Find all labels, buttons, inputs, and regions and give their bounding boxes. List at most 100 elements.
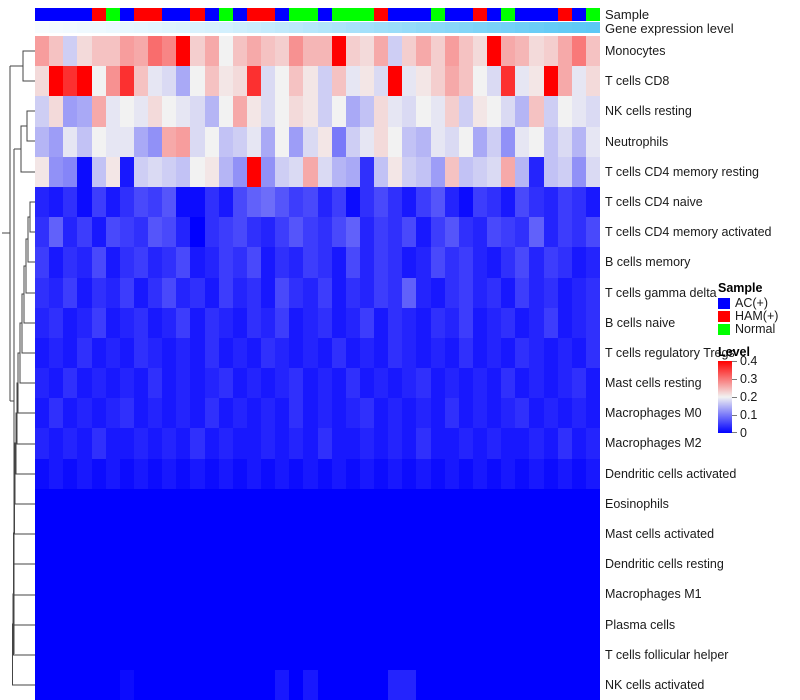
heatmap-row [35, 368, 600, 399]
heatmap-cell [105, 307, 120, 338]
row-label: Mast cells resting [605, 376, 702, 391]
heatmap-cell [190, 428, 205, 459]
heatmap-cell [359, 96, 374, 127]
heatmap-cell [501, 217, 516, 248]
sample-annotation-cell [148, 8, 163, 21]
heatmap-cell [303, 96, 318, 127]
heatmap-cell [487, 609, 502, 640]
heatmap-cell [261, 247, 276, 278]
heatmap-cell [218, 609, 233, 640]
sample-legend-item[interactable]: AC(+) [718, 297, 800, 310]
heatmap-cell [105, 368, 120, 399]
heatmap-cell [331, 639, 346, 670]
heatmap-cell [119, 669, 134, 700]
heatmap-cell [515, 96, 530, 127]
sample-annotation-cell [430, 8, 445, 21]
heatmap-cell [232, 428, 247, 459]
heatmap-row [35, 277, 600, 308]
gene-expression-annotation-cell [501, 22, 516, 33]
heatmap-cell [430, 639, 445, 670]
heatmap-cell [232, 368, 247, 399]
heatmap-cell [359, 639, 374, 670]
heatmap-cell [63, 337, 78, 369]
heatmap-cell [218, 519, 233, 550]
heatmap-cell [515, 488, 530, 519]
heatmap-cell [232, 156, 247, 187]
heatmap-cell [119, 277, 134, 308]
heatmap-cell [571, 247, 586, 278]
heatmap-cell [374, 156, 389, 187]
heatmap-cell [204, 277, 219, 308]
heatmap-cell [246, 126, 261, 157]
heatmap-cell [331, 247, 346, 278]
heatmap-cell [162, 519, 177, 550]
heatmap-cell [345, 156, 360, 187]
heatmap-cell [472, 609, 487, 640]
heatmap-cell [557, 126, 572, 157]
gene-expression-annotation-bar [35, 22, 600, 33]
heatmap-cell [458, 36, 473, 67]
heatmap-cell [218, 247, 233, 278]
sample-annotation-cell [585, 8, 600, 21]
heatmap-cell [63, 549, 78, 580]
heatmap-cell [416, 579, 431, 610]
heatmap-cell [190, 186, 205, 218]
heatmap-cell [119, 36, 134, 67]
heatmap-cell [487, 96, 502, 127]
sample-legend-item[interactable]: HAM(+) [718, 310, 800, 323]
heatmap-cell [148, 609, 163, 640]
heatmap-cell [359, 549, 374, 580]
heatmap-cell [501, 66, 516, 97]
heatmap-cell [585, 126, 600, 157]
heatmap-cell [345, 428, 360, 459]
heatmap-cell [331, 307, 346, 338]
heatmap-cell [91, 186, 106, 218]
heatmap-cell [275, 609, 290, 640]
heatmap-cell [345, 458, 360, 489]
gene-expression-annotation-cell [487, 22, 502, 33]
heatmap-cell [515, 186, 530, 218]
heatmap-cell [190, 609, 205, 640]
heatmap-cell [430, 458, 445, 489]
heatmap-cell [501, 549, 516, 580]
heatmap-cell [402, 66, 417, 97]
heatmap-cell [261, 217, 276, 248]
sample-legend-item[interactable]: Normal [718, 323, 800, 336]
heatmap-cell [91, 247, 106, 278]
heatmap-cell [133, 126, 148, 157]
heatmap-cell [331, 217, 346, 248]
heatmap-cell [232, 639, 247, 670]
heatmap-cell [105, 519, 120, 550]
heatmap-cell [275, 488, 290, 519]
heatmap-cell [190, 368, 205, 399]
heatmap-cell [472, 488, 487, 519]
heatmap-cell [162, 186, 177, 218]
heatmap-cell [402, 428, 417, 459]
heatmap-cell [148, 96, 163, 127]
heatmap-cell [359, 66, 374, 97]
heatmap-cell [430, 428, 445, 459]
heatmap-cell [91, 277, 106, 308]
heatmap-cell [77, 96, 92, 127]
heatmap-cell [472, 579, 487, 610]
heatmap-cell [190, 217, 205, 248]
heatmap-cell [218, 186, 233, 218]
heatmap-cell [289, 217, 304, 248]
heatmap-cell [63, 247, 78, 278]
heatmap-cell [190, 156, 205, 187]
heatmap-cell [63, 669, 78, 700]
heatmap-cell [331, 126, 346, 157]
heatmap-cell [359, 669, 374, 700]
heatmap-cell [345, 669, 360, 700]
heatmap-cell [374, 368, 389, 399]
heatmap-cell [218, 337, 233, 369]
heatmap-cell [487, 186, 502, 218]
heatmap-cell [148, 156, 163, 187]
row-label: B cells naive [605, 315, 676, 330]
heatmap-cell [77, 639, 92, 670]
heatmap-cell [543, 277, 558, 308]
heatmap-cell [119, 549, 134, 580]
heatmap-cell [487, 337, 502, 369]
heatmap-cell [275, 549, 290, 580]
heatmap-cell [359, 186, 374, 218]
